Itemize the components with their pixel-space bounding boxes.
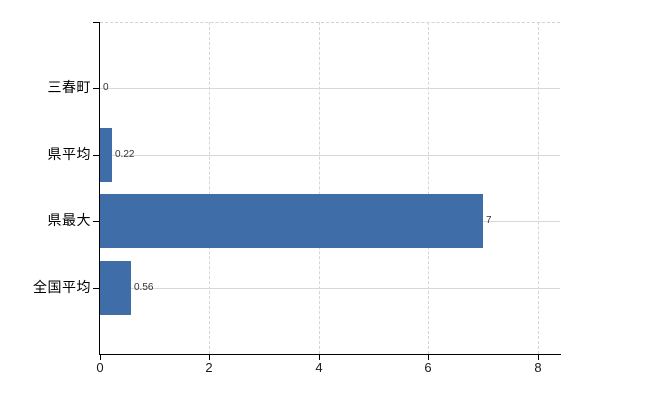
bar xyxy=(100,128,112,182)
x-tick xyxy=(319,355,320,360)
x-tick-label: 0 xyxy=(96,360,104,375)
x-tick xyxy=(428,355,429,360)
y-tick xyxy=(93,22,100,23)
y-tick xyxy=(93,288,100,289)
category-label: 三春町 xyxy=(47,79,91,95)
y-tick xyxy=(93,88,100,89)
x-tick-label: 2 xyxy=(205,360,213,375)
x-tick xyxy=(100,355,101,360)
v-gridline xyxy=(428,22,429,354)
bar-value-label: 0.22 xyxy=(115,149,135,160)
h-gridline xyxy=(100,155,560,156)
x-tick-label: 4 xyxy=(315,360,323,375)
y-tick xyxy=(93,221,100,222)
h-gridline xyxy=(100,88,560,89)
x-tick-label: 8 xyxy=(534,360,542,375)
y-tick xyxy=(93,155,100,156)
plot-top-border xyxy=(100,22,560,23)
x-axis-line xyxy=(99,354,561,355)
x-tick-label: 6 xyxy=(424,360,432,375)
bar-value-label: 7 xyxy=(486,215,492,226)
x-tick xyxy=(209,355,210,360)
v-gridline xyxy=(538,22,539,354)
category-label: 全国平均 xyxy=(33,279,91,295)
v-gridline xyxy=(209,22,210,354)
y-axis-line xyxy=(99,22,100,355)
x-tick xyxy=(538,355,539,360)
bar xyxy=(100,261,131,315)
bar-value-label: 0.56 xyxy=(134,282,154,293)
category-label: 県最大 xyxy=(47,212,91,228)
category-label: 県平均 xyxy=(47,146,91,162)
h-gridline xyxy=(100,288,560,289)
bar-value-label: 0 xyxy=(103,82,109,93)
bar xyxy=(100,194,483,248)
v-gridline xyxy=(319,22,320,354)
